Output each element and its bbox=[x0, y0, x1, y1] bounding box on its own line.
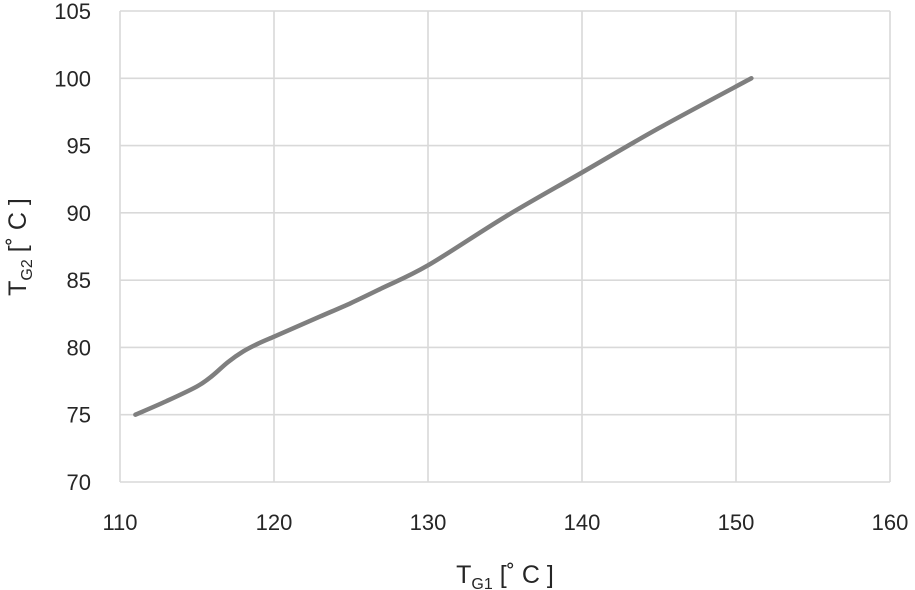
x-tick-labels: 110 120 130 140 150 160 bbox=[102, 510, 908, 535]
series-line bbox=[133, 76, 754, 417]
x-axis-title: TG1 [˚ C ] bbox=[456, 561, 554, 590]
x-tick-label: 130 bbox=[410, 510, 447, 535]
x-tick-label: 150 bbox=[718, 510, 755, 535]
y-tick-label: 75 bbox=[67, 403, 91, 428]
y-axis-title-subscript: G2 bbox=[19, 259, 36, 280]
x-tick-label: 140 bbox=[564, 510, 601, 535]
y-tick-label: 85 bbox=[67, 268, 91, 293]
x-axis-title-unit: [˚ C ] bbox=[493, 561, 554, 589]
y-axis-title-unit: [˚ C ] bbox=[4, 198, 32, 259]
y-tick-label: 100 bbox=[54, 66, 91, 91]
y-tick-label: 95 bbox=[67, 134, 91, 159]
y-axis-title: TG2 [˚ C ] bbox=[4, 198, 36, 296]
x-tick-label: 120 bbox=[256, 510, 293, 535]
y-axis-title-main: T bbox=[4, 281, 32, 296]
y-tick-label: 70 bbox=[67, 470, 91, 495]
y-tick-label: 90 bbox=[67, 201, 91, 226]
x-axis-title-subscript: G1 bbox=[471, 576, 492, 590]
x-tick-label: 110 bbox=[102, 510, 137, 535]
x-axis-title-main: T bbox=[456, 561, 471, 589]
y-tick-label: 105 bbox=[54, 0, 91, 24]
x-tick-label: 160 bbox=[872, 510, 909, 535]
grid-lines bbox=[119, 10, 891, 483]
y-tick-label: 80 bbox=[67, 335, 91, 360]
y-tick-labels: 70 75 80 85 90 95 100 105 bbox=[54, 0, 91, 495]
series-layer bbox=[133, 76, 754, 417]
